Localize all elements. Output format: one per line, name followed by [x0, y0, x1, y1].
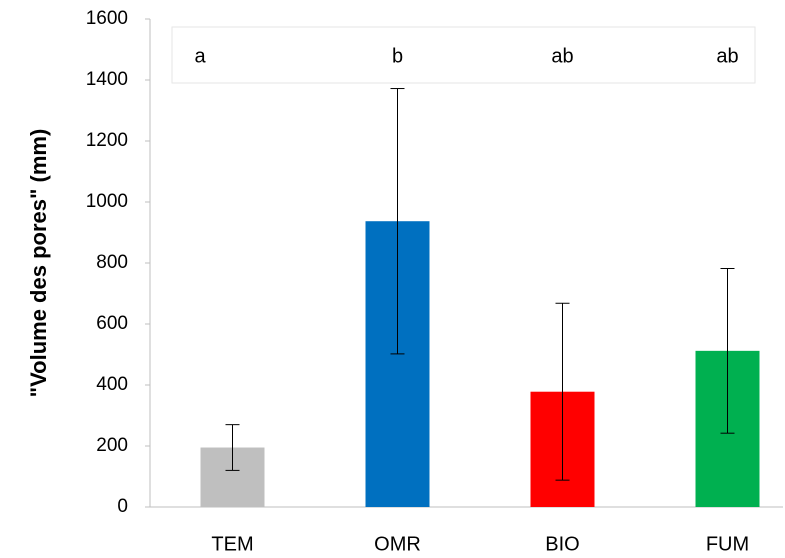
annotation-box	[171, 26, 756, 84]
x-tick-label: BIO	[545, 533, 579, 555]
annotation: ab	[551, 45, 573, 67]
y-tick-label: 200	[96, 435, 128, 456]
annotation: a	[194, 45, 206, 67]
y-axis-label: "Volume des pores" (mm)	[26, 129, 51, 398]
y-tick-label: 1000	[86, 191, 128, 212]
y-tick-label: 600	[96, 313, 128, 334]
y-tick-label: 1600	[86, 8, 128, 29]
y-tick-label: 1200	[86, 130, 128, 151]
annotation: ab	[716, 45, 738, 67]
y-tick-label: 0	[117, 496, 128, 517]
x-tick-label: TEM	[211, 533, 253, 555]
y-tick-label: 800	[96, 252, 128, 273]
x-tick-label: OMR	[374, 533, 421, 555]
x-tick-label: FUM	[706, 533, 749, 555]
y-tick-label: 1400	[86, 69, 128, 90]
y-tick-label: 400	[96, 374, 128, 395]
annotation: b	[392, 45, 403, 67]
